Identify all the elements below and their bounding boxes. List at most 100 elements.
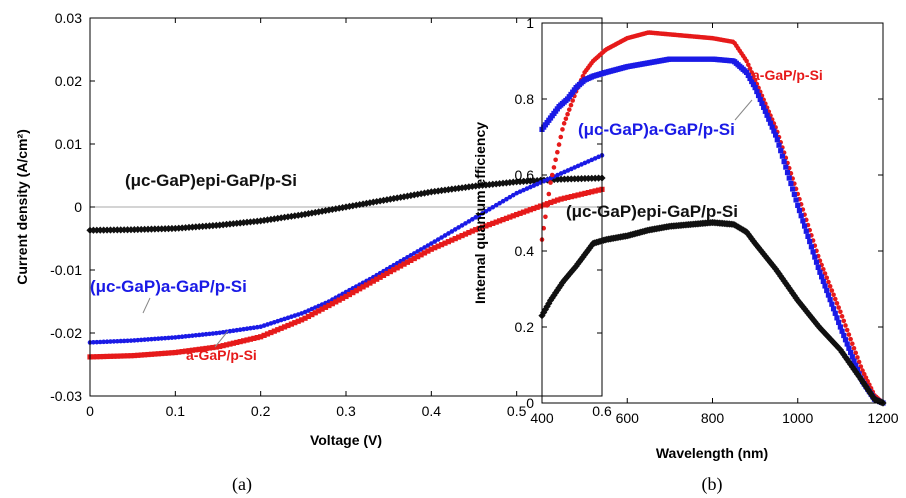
panel-a-series-1-point [145, 337, 151, 342]
panel-b-series-1-point [747, 75, 753, 82]
panel-a-series-2-point [367, 280, 373, 286]
panel-b-series-2-point [865, 388, 873, 396]
panel-b-series-2-point [546, 296, 555, 304]
panel-b-series-2-point [575, 258, 584, 266]
panel-a-series-2-point [363, 282, 370, 288]
panel-a-series-2-point [425, 248, 431, 254]
panel-a-series-2-point [595, 187, 602, 193]
panel-a-series-1-point [449, 229, 455, 234]
panel-b-series-2-point [802, 307, 810, 315]
panel-a-series-2-point [264, 331, 271, 337]
panel-a-series-2-point [206, 345, 213, 351]
panel-a-series-2-point [387, 268, 393, 275]
panel-a-series-2-point [268, 329, 274, 336]
panel-a-series-2-point [299, 317, 305, 323]
panel-b-series-1-point [745, 72, 751, 79]
panel-b-series-1-point [837, 324, 843, 330]
panel-b-series-2-point [853, 370, 862, 378]
panel-a-series-2-point [254, 334, 260, 341]
panel-a-series-1-point [435, 237, 441, 242]
panel-b-series-2-point [809, 315, 817, 324]
panel-b-series-2-point [548, 294, 556, 302]
panel-a-series-1-point [224, 329, 229, 335]
panel-b-data-markers [538, 30, 887, 407]
panel-a-series-2-point [281, 324, 288, 330]
panel-a-series-0-point [373, 197, 381, 206]
panel-b-series-2-point [543, 302, 551, 311]
panel-b-series-2-point [754, 244, 763, 252]
panel-b-series-1-point [820, 278, 826, 284]
panel-b-series-0-point [566, 107, 572, 112]
panel-b-xtick-label: 1200 [867, 410, 898, 426]
panel-a-series-1-point [466, 219, 472, 224]
panel-b-series-1-point [796, 207, 803, 214]
panel-a-series-1-point [473, 215, 479, 220]
panel-a-series-2-point [244, 337, 250, 343]
panel-a-series-0-point [506, 178, 514, 187]
panel-a-series-2-point [558, 196, 564, 202]
panel-a-xtick-label: 0.2 [251, 403, 271, 419]
panel-b-series-1-point [801, 223, 808, 229]
panel-b-leader-muc-a [734, 99, 753, 121]
panel-a-series-2-point [466, 229, 472, 236]
panel-b-series-0-point [861, 371, 867, 377]
panel-b-series-1-point [829, 301, 835, 307]
panel-a-series-2-point [462, 231, 469, 237]
panel-a-series-2-point [561, 195, 568, 201]
panel-a-series-2-point [237, 339, 243, 345]
panel-a-series-2-point [101, 353, 107, 360]
panel-b-xtick-label: 1000 [782, 410, 813, 426]
panel-a-series-2-point [312, 310, 318, 316]
panel-a-series-2-point [445, 239, 451, 245]
panel-b-series-1 [539, 56, 886, 406]
panel-a-series-2-point [193, 347, 199, 353]
panel-a-series-2-point [555, 197, 561, 203]
panel-a-series-1-point [439, 235, 444, 240]
panel-a-series-2-point [295, 318, 301, 324]
panel-a-series-0-point [318, 207, 326, 215]
panel-a-series-1-point [121, 338, 127, 344]
panel-a-series-2-point [520, 209, 527, 215]
panel-b-series-1-point [749, 78, 755, 85]
panel-b-series-1-point [755, 92, 762, 99]
panel-b-series-2-point [797, 301, 805, 309]
panel-b-series-0-point [744, 58, 749, 64]
panel-a-series-2-point [377, 274, 383, 280]
panel-a-series-0-point [434, 187, 442, 195]
panel-a-xtick-label: 0.3 [336, 403, 356, 419]
panel-a-series-2-point [94, 354, 100, 360]
panel-a-series-1-point [244, 326, 250, 332]
panel-a-series-2-point [275, 327, 281, 333]
panel-b-xtick-label: 600 [616, 410, 640, 426]
panel-a-series-1-point [237, 327, 243, 333]
panel-b-series-0-point [853, 350, 859, 356]
panel-b-xtick-label: 800 [701, 410, 725, 426]
panel-a-series-2-point [309, 312, 315, 318]
panel-a-series-2-point [394, 265, 400, 271]
panel-b-series-2-point [841, 353, 850, 361]
panel-a-series-2-point [189, 347, 195, 353]
panel-a-series-2-point [278, 325, 284, 331]
panel-a-leader-muc-a [142, 297, 151, 314]
panel-b-series-1-point [771, 128, 777, 134]
panel-b-series-2-point [763, 254, 771, 262]
panel-b-series-0-point [553, 157, 558, 163]
panel-b-series-1-point [759, 100, 765, 107]
panel-a-series-1-point [251, 325, 257, 331]
panel-b-series-2-point [563, 272, 572, 280]
panel-b-series-0-point [829, 288, 835, 293]
panel-a-series-1-point [203, 331, 209, 337]
panel-a-series-2-point [200, 346, 206, 352]
panel-b-series-2-point [869, 393, 877, 401]
panel-a-series-2-point [104, 353, 110, 360]
panel-b-series-2-point [768, 261, 776, 269]
panel-b-series-1-point [848, 349, 854, 356]
panel-a-series-2-point [138, 352, 144, 358]
panel-a-series-2-point [350, 290, 356, 296]
panel-b-series-2-point [847, 360, 855, 368]
panel-a-series-2-point [401, 261, 407, 267]
panel-b-series-1-point [778, 148, 784, 154]
panel-a-series-2-point [114, 353, 120, 359]
panel-a-series-1-point [159, 336, 164, 341]
panel-b-ytick-label: 0 [526, 395, 534, 411]
